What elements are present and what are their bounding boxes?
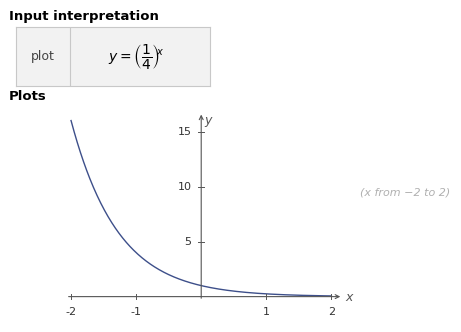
Text: (x from −2 to 2): (x from −2 to 2) <box>360 188 450 198</box>
Text: 15: 15 <box>177 126 191 136</box>
Text: -2: -2 <box>65 306 77 316</box>
Text: 10: 10 <box>177 182 191 192</box>
Text: 2: 2 <box>328 306 335 316</box>
Text: Plots: Plots <box>9 90 47 103</box>
Text: 5: 5 <box>184 237 191 247</box>
Text: Input interpretation: Input interpretation <box>9 10 159 23</box>
Text: $y = \left(\dfrac{1}{4}\right)^{\!\!x}$: $y = \left(\dfrac{1}{4}\right)^{\!\!x}$ <box>108 42 165 71</box>
Text: x: x <box>346 291 353 304</box>
Text: y: y <box>205 114 212 127</box>
Text: 1: 1 <box>263 306 270 316</box>
Text: plot: plot <box>31 50 55 63</box>
Text: -1: -1 <box>130 306 142 316</box>
